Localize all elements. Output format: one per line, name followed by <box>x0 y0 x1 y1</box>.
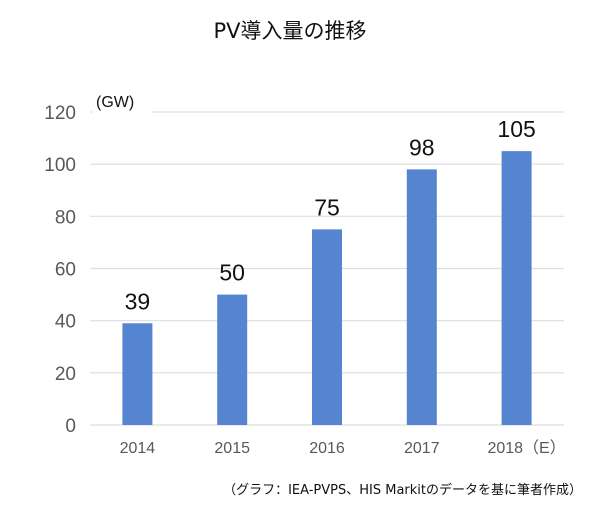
data-label: 75 <box>314 194 340 220</box>
y-tick-label: 60 <box>55 260 76 281</box>
x-axis: 2014 2015 2016 2017 2018（E） <box>120 439 566 457</box>
y-tick-label: 40 <box>55 312 76 333</box>
x-tick-label: 2015 <box>214 440 250 457</box>
data-label: 50 <box>219 260 245 286</box>
unit-label-bg <box>92 100 152 120</box>
x-tick-label: 2017 <box>404 440 440 457</box>
y-tick-label: 20 <box>55 364 76 385</box>
bars: 39 50 75 98 105 <box>122 116 536 425</box>
data-label: 105 <box>497 116 535 142</box>
bar <box>217 294 248 425</box>
y-tick-label: 100 <box>44 155 76 176</box>
y-axis: 0 20 40 60 80 100 120 <box>44 103 76 437</box>
chart-title: PV導入量の推移 <box>213 19 366 43</box>
bar <box>122 323 153 425</box>
data-label: 98 <box>409 134 435 160</box>
y-tick-label: 120 <box>44 103 76 124</box>
bar <box>501 151 532 425</box>
bar <box>406 169 437 425</box>
data-label: 39 <box>125 288 151 314</box>
x-tick-label: 2016 <box>309 440 345 457</box>
source-note: （グラフ：IEA-PVPS、HIS Markitのデータを基に筆者作成） <box>223 482 582 498</box>
y-tick-label: 0 <box>65 416 76 437</box>
y-tick-label: 80 <box>55 207 76 228</box>
bar <box>312 229 342 425</box>
unit-label: (GW) <box>96 94 134 111</box>
x-tick-label: 2014 <box>120 440 156 457</box>
x-tick-label: 2018（E） <box>487 439 565 457</box>
